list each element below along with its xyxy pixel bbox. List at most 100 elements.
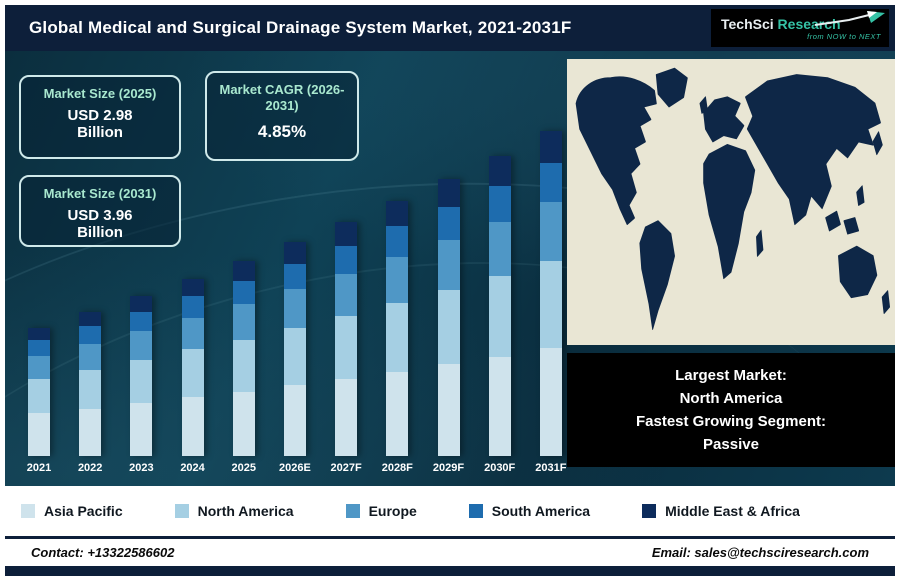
legend-label: Asia Pacific xyxy=(44,503,123,519)
bar-segment-north-america xyxy=(437,289,460,365)
legend-swatch xyxy=(345,504,360,518)
legend-label: Europe xyxy=(368,503,417,519)
x-axis-label: 2028F xyxy=(381,462,413,474)
bar-column: 2022 xyxy=(70,312,110,474)
bar-segment-middle-east-africa xyxy=(335,222,358,246)
island-southeast-asia-2 xyxy=(843,217,860,235)
island-uk xyxy=(699,96,708,114)
bar-segment-middle-east-africa xyxy=(79,312,102,327)
legend-item: South America xyxy=(468,503,591,519)
x-axis-label: 2022 xyxy=(77,462,103,474)
bar-segment-south-america xyxy=(437,206,460,240)
market-size-2031-box: Market Size (2031) USD 3.96 Billion xyxy=(19,175,181,247)
bar-segment-middle-east-africa xyxy=(28,328,50,341)
stacked-bar xyxy=(488,156,511,456)
bar-column: 2027F xyxy=(326,222,366,474)
bar-segment-europe xyxy=(539,202,562,261)
chart-canvas: 2021 2022 2023 2024 2025 2026E 2027F 2028F 2029F… xyxy=(5,51,895,486)
bar-segment-europe xyxy=(79,343,102,370)
info-box-unit: Billion xyxy=(77,124,123,142)
bar-segment-asia-pacific xyxy=(386,371,409,456)
market-cagr-box: Market CAGR (2026-2031) 4.85% xyxy=(205,71,359,161)
stacked-bar xyxy=(79,312,102,456)
bar-segment-asia-pacific xyxy=(283,385,306,456)
logo-arrow-icon xyxy=(815,11,885,26)
continent-europe xyxy=(703,96,745,143)
island-southeast-asia-1 xyxy=(825,210,841,232)
bar-segment-south-america xyxy=(488,186,511,223)
continent-africa xyxy=(703,144,756,280)
bar-column: 2030F xyxy=(480,156,520,474)
legend-label: Middle East & Africa xyxy=(665,503,800,519)
bar-segment-asia-pacific xyxy=(335,378,358,456)
bar-segment-middle-east-africa xyxy=(232,261,255,281)
bar-segment-north-america xyxy=(130,360,153,404)
bar-segment-europe xyxy=(283,289,306,328)
logo-text: TechSci Research xyxy=(721,16,881,32)
info-box-value: 4.85% xyxy=(257,121,307,141)
bar-segment-asia-pacific xyxy=(539,348,562,456)
bar-segment-europe xyxy=(437,239,460,290)
bar-segment-south-america xyxy=(539,163,562,203)
bar-segment-middle-east-africa xyxy=(437,179,460,207)
bar-segment-north-america xyxy=(488,276,511,358)
bar-segment-europe xyxy=(181,317,204,350)
bar-segment-asia-pacific xyxy=(181,397,204,456)
bar-segment-south-america xyxy=(335,245,358,274)
bar-column: 2031F xyxy=(531,131,571,474)
continent-australia xyxy=(838,245,878,299)
bar-column: 2029F xyxy=(429,179,469,474)
continent-north-america xyxy=(575,76,657,226)
highlight-line: Fastest Growing Segment: xyxy=(635,413,827,430)
x-axis-label: 2023 xyxy=(129,462,154,474)
info-box-label: Market Size (2025) xyxy=(43,86,157,101)
bar-column: 2021 xyxy=(19,328,59,474)
page-title: Global Medical and Surgical Drainage Sys… xyxy=(29,18,572,37)
stacked-bar xyxy=(283,242,306,456)
legend-item: Asia Pacific xyxy=(21,503,123,519)
bar-segment-south-america xyxy=(130,311,153,332)
bar-segment-asia-pacific xyxy=(488,357,511,456)
logo-brand-secondary: Research xyxy=(773,16,841,32)
logo-tagline: from NOW to NEXT xyxy=(807,32,881,41)
techsci-logo: TechSci Research from NOW to NEXT xyxy=(711,9,889,47)
bar-segment-middle-east-africa xyxy=(539,131,562,163)
bar-segment-asia-pacific xyxy=(437,364,460,456)
bar-segment-south-america xyxy=(181,296,204,318)
market-size-2025-box: Market Size (2025) USD 2.98 Billion xyxy=(19,75,181,159)
bar-column: 2025 xyxy=(224,261,264,474)
stacked-bar xyxy=(232,261,255,456)
footer-bar: Contact: +13322586602 Email: sales@techs… xyxy=(5,536,895,566)
bar-segment-south-america xyxy=(283,263,306,290)
x-axis-label: 2025 xyxy=(231,462,256,474)
x-axis-label: 2026E xyxy=(279,462,311,474)
bar-column: 2023 xyxy=(121,296,161,474)
bar-segment-north-america xyxy=(79,369,102,409)
info-box-unit: Billion xyxy=(77,224,123,242)
bar-segment-europe xyxy=(130,331,153,361)
bar-segment-south-america xyxy=(386,226,409,257)
legend-label: South America xyxy=(491,503,591,519)
bar-segment-north-america xyxy=(386,302,409,372)
bar-column: 2024 xyxy=(173,279,213,474)
bar-segment-north-america xyxy=(181,349,204,398)
legend-swatch xyxy=(468,504,483,518)
bar-segment-middle-east-africa xyxy=(283,242,306,264)
info-box-label: Market CAGR (2026-2031) xyxy=(219,82,345,114)
world-map xyxy=(567,59,895,345)
continent-greenland xyxy=(655,67,688,108)
stacked-bar xyxy=(335,222,358,456)
bar-segment-north-america xyxy=(539,260,562,349)
bar-segment-europe xyxy=(488,222,511,277)
bar-segment-south-america xyxy=(79,326,102,344)
legend-item: North America xyxy=(174,503,294,519)
highlight-line: Largest Market: xyxy=(675,366,787,384)
stacked-bar xyxy=(437,179,460,456)
contact-phone: Contact: +13322586602 xyxy=(31,545,175,560)
bar-segment-north-america xyxy=(283,327,306,386)
info-box-label: Market Size (2031) xyxy=(43,186,157,201)
bar-column: 2028F xyxy=(377,201,417,474)
x-axis-label: 2027F xyxy=(330,462,362,474)
info-box-value: USD 2.98 xyxy=(67,107,133,125)
info-box-value: USD 3.96 xyxy=(67,207,133,225)
